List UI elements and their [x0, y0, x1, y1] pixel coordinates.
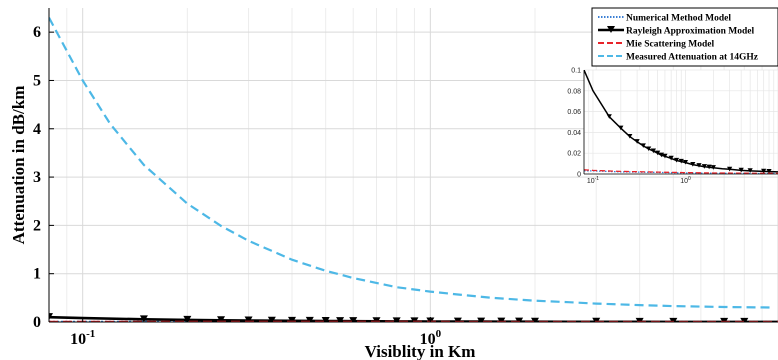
inset-rayleigh-marker [747, 168, 753, 173]
x-tick-label-exponent: 0 [436, 328, 442, 340]
x-tick-label-exponent: -1 [86, 328, 95, 340]
rayleigh-marker [349, 317, 358, 322]
legend-label: Measured Attenuation at 14GHz [626, 53, 759, 63]
inset-y-tick-label: 0.08 [567, 88, 581, 95]
inset-gridlines [583, 69, 778, 175]
rayleigh-marker [49, 313, 53, 321]
rayleigh-marker [392, 317, 401, 322]
legend: Numerical Method Model Rayleigh Approxima… [591, 7, 778, 67]
inset-y-tick-label: 0.02 [567, 151, 581, 158]
rayleigh-marker [372, 317, 381, 322]
inset-x-tick-label-exponent: -1 [595, 176, 600, 182]
inset-rayleigh-marker [618, 125, 624, 131]
inset-rayleigh-marker [682, 159, 689, 165]
inset-rayleigh-marker [706, 164, 712, 170]
rayleigh-marker [336, 317, 345, 322]
inset-y-tick-label: 0.1 [571, 68, 581, 75]
series-line-3 [49, 17, 771, 309]
x-tick-label: 100 [420, 328, 442, 348]
inset-series-line-2 [584, 169, 778, 174]
y-tick-label: 6 [33, 24, 41, 41]
y-tick-label: 5 [33, 72, 41, 89]
inset-axes: 00.020.040.060.080.110-1 100 [567, 68, 778, 185]
inset-rayleigh-marker [640, 143, 646, 148]
inset-x-tick-label-base: 10 [680, 178, 688, 185]
y-tick-label: 0 [33, 314, 41, 331]
inset-rayleigh-marker [738, 167, 744, 173]
inset-y-tick-label: 0.06 [567, 109, 581, 116]
rayleigh-marker [217, 316, 226, 322]
y-tick-label: 1 [33, 266, 41, 283]
legend-label: Mie Scattering Model [626, 40, 714, 50]
inset-y-tick-label: 0 [577, 172, 581, 179]
legend-marker [607, 26, 615, 33]
rayleigh-marker [288, 316, 296, 322]
inset-rayleigh-marker [662, 153, 668, 159]
inset-rayleigh-marker [690, 162, 696, 167]
inset-rayleigh-marker [646, 146, 652, 152]
inset-x-tick-label-exponent: 0 [688, 176, 691, 182]
legend-label: Rayleigh Approximation Model [626, 27, 754, 37]
x-tick-label-base: 10 [70, 331, 86, 348]
inset-rayleigh-marker [710, 165, 716, 170]
inset-rayleigh-marker [701, 164, 707, 169]
rayleigh-marker [321, 317, 330, 322]
y-tick-label: 3 [33, 169, 41, 186]
x-tick-label: 10-1 [70, 328, 95, 348]
inset-rayleigh-marker [634, 139, 640, 144]
inset-chart: 00.020.040.060.080.110-1 100 [567, 68, 778, 185]
inset-rayleigh-marker [650, 148, 656, 154]
inset-y-tick-label: 0.04 [567, 130, 581, 137]
inset-rayleigh-marker [696, 163, 702, 168]
y-tick-label: 2 [33, 217, 41, 234]
rayleigh-marker [183, 315, 192, 322]
inset-rayleigh-marker [678, 158, 684, 164]
inset-rayleigh-marker [627, 133, 633, 139]
rayleigh-marker [244, 316, 253, 322]
inset-rayleigh-marker [766, 168, 772, 174]
inset-plot-area [584, 70, 778, 174]
inset-rayleigh-marker [668, 155, 674, 161]
inset-rayleigh-marker [761, 168, 767, 174]
inset-rayleigh-marker [606, 114, 612, 119]
legend-label: Numerical Method Model [626, 14, 731, 24]
inset-rayleigh-marker [727, 166, 733, 172]
inset-x-tick-label: 100 [680, 176, 691, 185]
inset-rayleigh-marker [673, 157, 680, 163]
inset-rayleigh-marker [655, 150, 661, 156]
x-tick-label-base: 10 [420, 331, 436, 348]
rayleigh-marker [267, 316, 276, 322]
y-axis-title: Attenuation in dB/km [9, 86, 28, 245]
inset-x-tick-label-base: 10 [587, 178, 595, 185]
y-tick-label: 4 [33, 121, 41, 138]
x-axis-title: Visiblity in Km [365, 342, 476, 360]
rayleigh-marker [139, 315, 148, 322]
inset-x-tick-label: 10-1 [587, 176, 599, 185]
rayleigh-marker [305, 316, 314, 322]
